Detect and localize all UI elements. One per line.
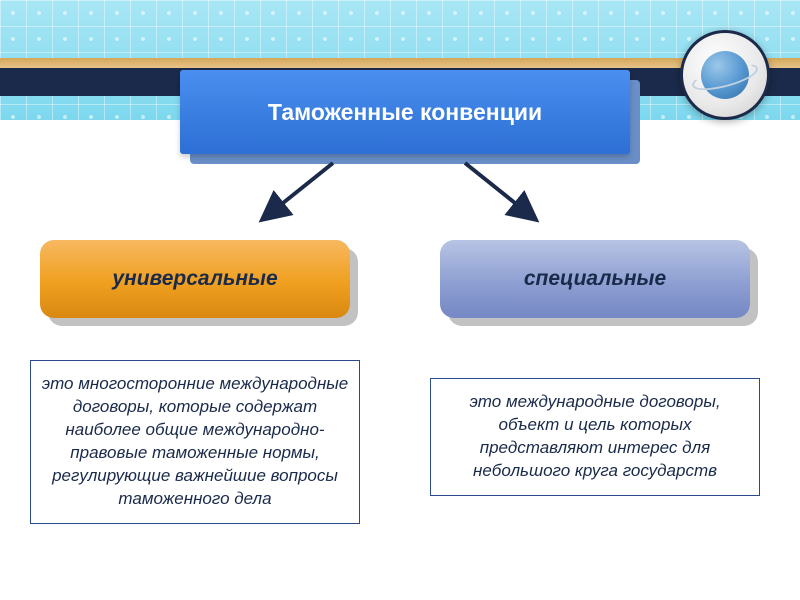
category-left-label: универсальные (112, 267, 277, 291)
description-left-box: это многосторонние международные договор… (30, 360, 360, 524)
arrow-right (450, 155, 550, 235)
description-right-text: это международные договоры, объект и цел… (441, 391, 749, 483)
category-right-label: специальные (524, 267, 666, 291)
logo-circle (680, 30, 770, 120)
title-box: Таможенные конвенции (180, 70, 630, 154)
category-left-box: универсальные (40, 240, 350, 318)
description-right-box: это международные договоры, объект и цел… (430, 378, 760, 496)
title-text: Таможенные конвенции (268, 99, 542, 126)
arrow-left (248, 155, 348, 235)
description-left-text: это многосторонние международные договор… (41, 373, 349, 511)
category-right-box: специальные (440, 240, 750, 318)
globe-icon (701, 51, 749, 99)
